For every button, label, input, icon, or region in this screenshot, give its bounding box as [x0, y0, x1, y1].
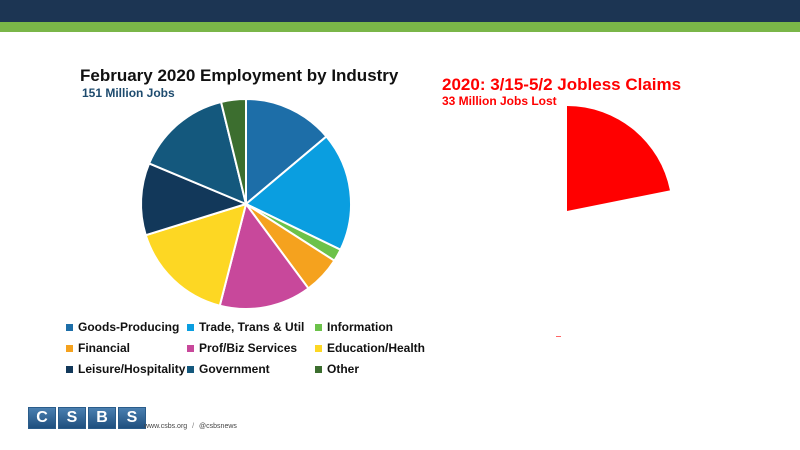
pie-slice-trade-trans-util	[244, 135, 352, 252]
pie-slice-other	[219, 97, 247, 205]
footer-separator: /	[192, 423, 195, 430]
legend-item: Government	[187, 362, 270, 376]
legend-swatch	[66, 365, 73, 373]
pie-slice-education-health	[144, 202, 248, 307]
legend-swatch	[187, 344, 194, 352]
legend-label: Financial	[78, 341, 131, 355]
logo-letter: B	[88, 407, 116, 429]
employment-pie	[140, 97, 352, 310]
pie-slice-jobs-lost	[567, 106, 670, 211]
csbs-logo: C S B S	[28, 407, 148, 429]
pie-slice-goods-producing	[245, 97, 328, 207]
legend-label: Goods-Producing	[78, 320, 180, 334]
legend-label: Prof/Biz Services	[199, 341, 298, 355]
left-chart-title: February 2020 Employment by Industry	[80, 66, 399, 85]
legend-label: Information	[327, 320, 393, 334]
legend-item: Education/Health	[315, 341, 425, 355]
legend-item: Other	[315, 362, 359, 376]
pie-slice-government	[147, 100, 248, 206]
legend-label: Leisure/Hospitality	[78, 362, 186, 376]
logo-letter: S	[118, 407, 146, 429]
header-green-band	[0, 22, 800, 32]
legend-item: Leisure/Hospitality	[66, 362, 185, 376]
pie-slice-prof-biz-services	[218, 201, 310, 310]
footer-links: www.csbs.org / @csbsnews	[144, 423, 237, 430]
legend-swatch	[66, 323, 73, 331]
legend-swatch	[187, 323, 194, 331]
logo-letter: S	[58, 407, 86, 429]
legend-item: Prof/Biz Services	[187, 341, 297, 355]
legend-label: Education/Health	[327, 341, 426, 355]
right-chart-title: 2020: 3/15-5/2 Jobless Claims	[442, 75, 682, 94]
footer-social-handle[interactable]: @csbsnews	[199, 423, 237, 430]
left-chart-subtitle: 151 Million Jobs	[82, 86, 175, 100]
legend-item: Information	[315, 320, 393, 334]
legend-swatch	[187, 365, 194, 373]
pie-slice-leisure-hospitality	[140, 162, 249, 237]
legend-item: Trade, Trans & Util	[187, 320, 304, 334]
header-navy-band	[0, 0, 800, 22]
legend-label: Other	[327, 362, 360, 376]
legend-label: Government	[199, 362, 270, 376]
right-chart-subtitle: 33 Million Jobs Lost	[442, 94, 557, 108]
legend-item: Goods-Producing	[66, 320, 179, 334]
legend-swatch	[315, 365, 322, 373]
legend-swatch	[315, 323, 322, 331]
jobless-claims-pie	[567, 106, 670, 211]
legend-swatch	[315, 344, 322, 352]
legend-label: Trade, Trans & Util	[199, 320, 305, 334]
logo-letter: C	[28, 407, 56, 429]
legend-item: Financial	[66, 341, 130, 355]
stray-mark	[556, 336, 561, 337]
legend-swatch	[66, 344, 73, 352]
footer-site-link[interactable]: www.csbs.org	[144, 423, 188, 430]
